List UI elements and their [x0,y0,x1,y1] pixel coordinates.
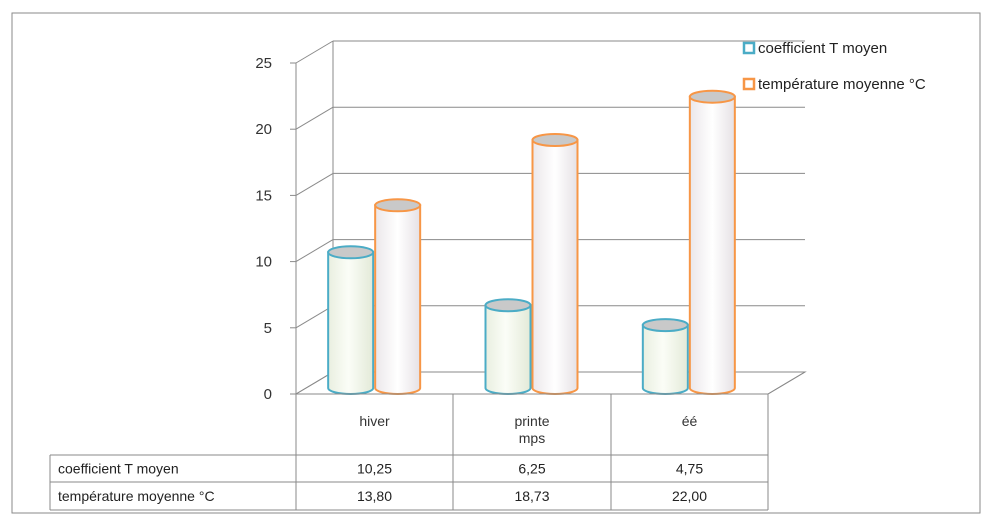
bar-body [641,324,689,395]
bar [374,198,422,395]
y-tick-label: 10 [255,254,272,271]
data-label: 18,73 [514,488,549,504]
x-category-label: mps [519,430,545,446]
data-label: 10,25 [357,461,392,477]
bar-top [688,89,736,104]
table-series-name: température moyenne °C [58,488,215,504]
gridline-side [295,305,334,329]
bar [327,245,375,395]
y-tick-label: 0 [264,386,272,403]
bar-layer [327,89,736,395]
y-tick-label: 20 [255,121,272,138]
data-label: 22,00 [672,488,707,504]
legend-swatch [742,77,756,91]
y-tick-label: 5 [264,320,272,337]
legend-label: température moyenne °C [758,76,926,93]
bar [688,89,736,395]
x-category-label: éé [682,413,698,429]
y-tick-label: 25 [255,55,272,72]
y-tick-label: 15 [255,187,272,204]
data-label: 13,80 [357,488,392,504]
bar-body [688,95,736,395]
legend-swatch [742,41,756,55]
data-label: 6,25 [518,461,545,477]
bar-body [484,304,532,395]
legend-item: coefficient T moyen [742,40,887,57]
grid-layer: 0 5 10 15 20 25 [255,40,807,403]
legend-label: coefficient T moyen [758,40,887,57]
bar [531,133,579,395]
bar-top [484,298,532,313]
chart-frame [11,12,981,514]
gridline-side [295,40,334,64]
bar-top [374,198,422,213]
bar [484,298,532,395]
bar-body [327,251,375,395]
bar-body [374,204,422,395]
table-series-name: coefficient T moyen [58,461,179,477]
gridline-side [295,239,334,263]
data-label: 4,75 [676,461,703,477]
legend-item: température moyenne °C [742,76,926,93]
bar-top [641,318,689,333]
x-category-label: printe [514,413,549,429]
gridline-side [295,172,334,196]
bar [641,318,689,395]
table-line [767,371,806,395]
x-category-label: hiver [359,413,390,429]
gridline-side [295,106,334,130]
bar-top [327,245,375,260]
legend: coefficient T moyen température moyenne °… [742,40,926,93]
bar-top [531,133,579,148]
bar-body [531,139,579,395]
